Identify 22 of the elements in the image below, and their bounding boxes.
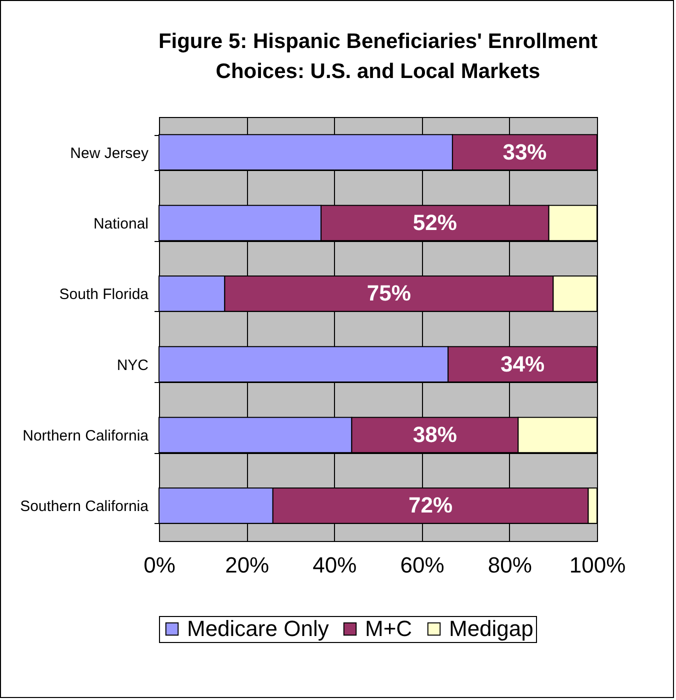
chart-title: Figure 5: Hispanic Beneficiaries' Enrollment Choices: U.S. and Local Markets — [158, 30, 598, 83]
x-tick-label: 20% — [225, 552, 270, 578]
x-tick-label: 80% — [488, 552, 532, 578]
y-tick-label: Southern California — [20, 498, 150, 516]
x-tick-label: 40% — [312, 552, 357, 578]
data-label: 75% — [366, 280, 411, 306]
legend-label: Medigap — [449, 616, 534, 641]
y-tick-label: National — [93, 216, 148, 232]
data-label: 52% — [412, 210, 457, 235]
data-label: 72% — [408, 492, 453, 518]
y-tick-label: Northern California — [22, 428, 150, 444]
x-tick-label: 0% — [144, 552, 176, 578]
x-tick-label: 60% — [400, 552, 444, 578]
y-tick-label: New Jersey — [70, 144, 149, 162]
x-tick-label: 100% — [569, 552, 626, 578]
legend-label: Medicare Only — [187, 616, 329, 641]
data-label: 33% — [502, 139, 547, 164]
legend-label: M+C — [365, 616, 412, 641]
data-label: 38% — [412, 422, 457, 447]
y-tick-label: NYC — [116, 356, 149, 374]
data-label: 34% — [500, 351, 545, 376]
y-tick-label: South Florida — [59, 286, 150, 304]
